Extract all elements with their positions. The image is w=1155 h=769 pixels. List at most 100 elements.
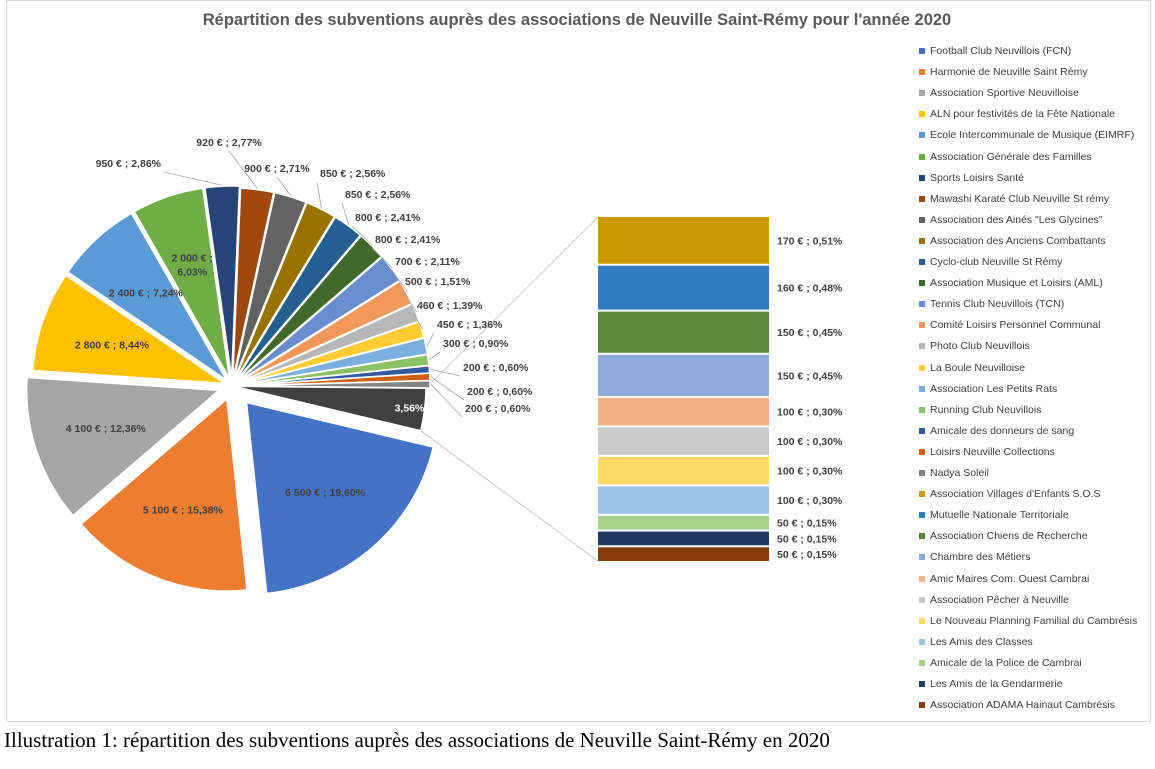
legend-label: Chambre des Métiers [930,551,1031,564]
legend-label: Les Amis de la Gendarmerie [930,678,1063,690]
legend-swatch [919,111,925,118]
legend-item-22: Association Villages d'Enfants S.O.S [919,484,1101,504]
legend-item-19: Amicale des donneurs de sang [919,421,1074,441]
bar-segment-9 [598,515,769,530]
pie-label-5: 2 400 € ; 7,24% [109,288,184,300]
legend-item-10: Association des Anciens Combattants [919,231,1106,251]
pie-label-18: 300 € ; 0,90% [443,338,509,350]
leader-line-18 [429,351,441,361]
leader-line-12 [351,225,373,246]
pie-label-10: 850 € ; 2,56% [320,168,386,180]
legend-item-6: Association Générale des Familles [919,147,1092,167]
legend-item-5: Ecole Intercommunale de Musique (EIMRF) [919,125,1134,145]
leader-line-17 [426,332,435,347]
legend-swatch [919,174,925,181]
legend-item-1: Football Club Neuvillois (FCN) [919,41,1071,61]
legend-item-11: Cyclo-club Neuville St Rémy [919,252,1062,272]
legend-item-14: Comité Loisirs Personnel Communal [919,315,1100,335]
pie-label-17: 450 € ; 1,36% [437,319,503,331]
legend-swatch [919,575,925,582]
legend-label: Association Sportive Neuvilloise [930,87,1079,100]
pie-slice-7 [204,185,241,379]
leader-line-7 [163,171,223,186]
figure-caption: Illustration 1: répartition des subventi… [4,728,830,752]
legend-swatch [919,406,925,413]
leader-line-19 [430,368,461,377]
pie-slice-11 [234,216,362,382]
legend-item-8: Mawashi Karaté Club Neuville St rémy [919,189,1109,209]
pie-slice-12 [235,234,383,383]
legend-item-13: Tennis Club Neuvillois (TCN) [919,294,1064,314]
legend-item-29: Les Amis des Classes [919,632,1033,652]
legend-label: Association Les Petits Rats [930,382,1058,395]
legend-swatch [919,90,925,97]
legend-swatch [919,301,925,308]
legend-label: Cyclo-club Neuville St Rémy [930,256,1063,268]
leader-line-20 [430,376,465,401]
legend-swatch [919,385,925,392]
pie-label-11: 850 € ; 2,56% [345,189,411,201]
legend-swatch [919,153,925,160]
pie-slice-6 [133,187,231,379]
leader-line-8 [228,150,258,189]
legend-item-7: Sports Loisirs Santé [919,168,1024,188]
legend-swatch [919,364,925,371]
leader-line-16 [413,313,424,330]
legend-label: Association des Anciens Combattants [930,234,1106,247]
bar-segment-4 [598,354,769,396]
legend-item-32: Association ADAMA Hainaut Cambrésis [919,695,1115,715]
legend-swatch [919,638,925,645]
pie-label-19: 200 € ; 0,60% [463,362,529,374]
legend-label: Les Amis des Classes [930,635,1033,648]
bar-label-11: 50 € ; 0,15% [777,549,837,561]
legend-item-21: Nadya Soleil [919,463,989,483]
legend-swatch [919,617,925,624]
legend-item-28: Le Nouveau Planning Familial du Cambrési… [919,611,1137,631]
pie-slice-10 [234,201,336,382]
pie-label-4: 2 800 € ; 8,44% [75,340,150,352]
legend-item-9: Association des Ainés "Les Glycines" [919,210,1103,230]
legend-label: Association des Ainés "Les Glycines" [930,213,1103,226]
legend-swatch [919,702,925,709]
bar-segment-6 [598,427,769,455]
legend-label: Amicale de la Police de Cambrai [930,656,1082,669]
legend-swatch [919,448,925,455]
bar-label-6: 100 € ; 0,30% [777,436,843,448]
leader-line-11 [341,202,350,225]
legend-swatch [919,491,925,498]
leader-line-9 [276,176,292,197]
legend-label: Comité Loisirs Personnel Communal [930,319,1101,332]
pie-label-1: 6 500 € ; 19,60% [285,487,366,499]
legend-item-12: Association Musique et Loisirs (AML) [919,273,1103,293]
leader-line-10 [316,181,322,209]
legend-swatch [919,554,925,561]
legend-label: Association Musique et Loisirs (AML) [930,277,1103,290]
legend-swatch [919,343,925,350]
pie-slice-4 [32,274,228,385]
legend-swatch [919,280,925,287]
legend-label: Harmonie de Neuville Saint Rémy [930,66,1088,79]
bar-segment-1 [598,217,769,264]
pie-label-21: 200 € ; 0,60% [465,403,531,415]
legend-swatch [919,322,925,329]
legend-swatch [919,69,925,76]
bar-label-10: 50 € ; 0,15% [777,533,837,545]
bar-label-1: 170 € ; 0,51% [777,235,843,247]
legend-label: Association Générale des Familles [930,150,1092,163]
legend-label: Ecole Intercommunale de Musique (EIMRF) [930,129,1135,142]
legend-swatch [919,470,925,476]
legend-item-20: Loisirs Neuville Collections [919,442,1055,462]
connector-bottom [420,430,599,562]
pie-label-20: 200 € ; 0,60% [467,386,533,398]
chart-frame: Répartition des subventions auprès des a… [6,0,1151,722]
legend-label: La Boule Neuvilloise [930,361,1026,374]
pie-slice-5 [66,212,228,381]
pie-slice-1 [245,401,435,595]
legend-swatch [919,512,925,519]
pie-labels: 6 500 € ; 19,60% 5 100 € ; 15,38% 4 100 € … [66,137,533,517]
legend-swatch [919,237,925,244]
legend-item-25: Chambre des Métiers [919,547,1030,567]
legend-label: Mutuelle Nationale Territoriale [930,509,1069,522]
pie-slice-2 [80,397,248,592]
legend-label: Football Club Neuvillois (FCN) [930,45,1072,57]
